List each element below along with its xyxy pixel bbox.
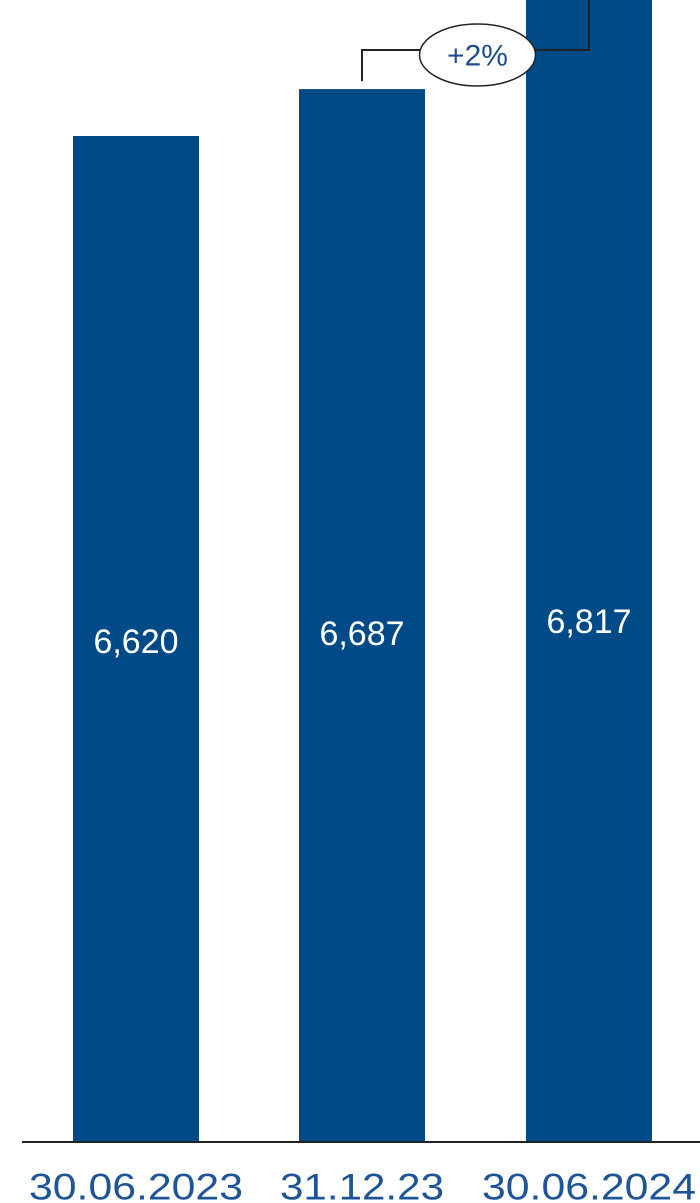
change-annotation: +2% (361, 0, 590, 87)
bar-2 (526, 0, 652, 1143)
x-tick-label-2: 30.06.2024 (482, 1167, 696, 1203)
bar-0 (73, 136, 199, 1142)
bars-layer (73, 0, 652, 1143)
bar-value-labels: 6,620 6,687 6,817 (93, 603, 631, 661)
bar-value-label-1: 6,687 (319, 615, 404, 653)
x-tick-label-1: 31.12.23 (280, 1167, 444, 1203)
bar-value-label-0: 6,620 (93, 623, 178, 661)
annotation-bubble (418, 23, 537, 87)
x-tick-label-0: 30.06.2023 (29, 1167, 243, 1203)
bar-1 (299, 89, 425, 1143)
annotation-label: +2% (447, 40, 508, 73)
bar-value-label-2: 6,817 (546, 603, 631, 641)
x-tick-labels: 30.06.2023 31.12.23 30.06.2024 (29, 1167, 696, 1203)
